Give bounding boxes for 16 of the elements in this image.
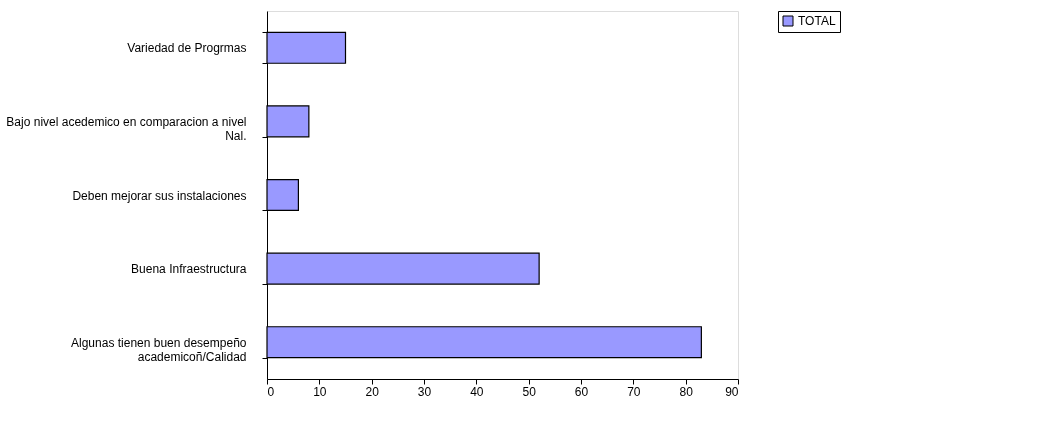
y-tick-label: Deben mejorar sus instalaciones: [72, 188, 247, 203]
y-tick-label: Buena Infraestructura: [131, 262, 247, 277]
x-tick-label: 10: [313, 384, 327, 399]
x-tick-label: 0: [267, 384, 275, 399]
x-tick-label: 50: [522, 384, 537, 399]
x-tick-label: 30: [417, 384, 432, 399]
y-tick-label: Algunas tienen buen desempeño academicoñ/Calidad: [71, 335, 247, 364]
x-tick-label: 40: [470, 384, 484, 399]
x-tick-label: 60: [574, 384, 589, 399]
x-tick-label: 70: [627, 384, 641, 399]
x-tick-label: 80: [679, 384, 694, 399]
x-tick-label: 20: [365, 384, 380, 399]
legend-label: TOTAL: [798, 14, 836, 28]
y-tick-label: Variedad de Progrmas: [127, 41, 247, 56]
y-tick-label: Bajo nivel acedemico en comparacion a nivel Nal.: [6, 114, 247, 143]
x-tick-label: 90: [725, 384, 739, 399]
